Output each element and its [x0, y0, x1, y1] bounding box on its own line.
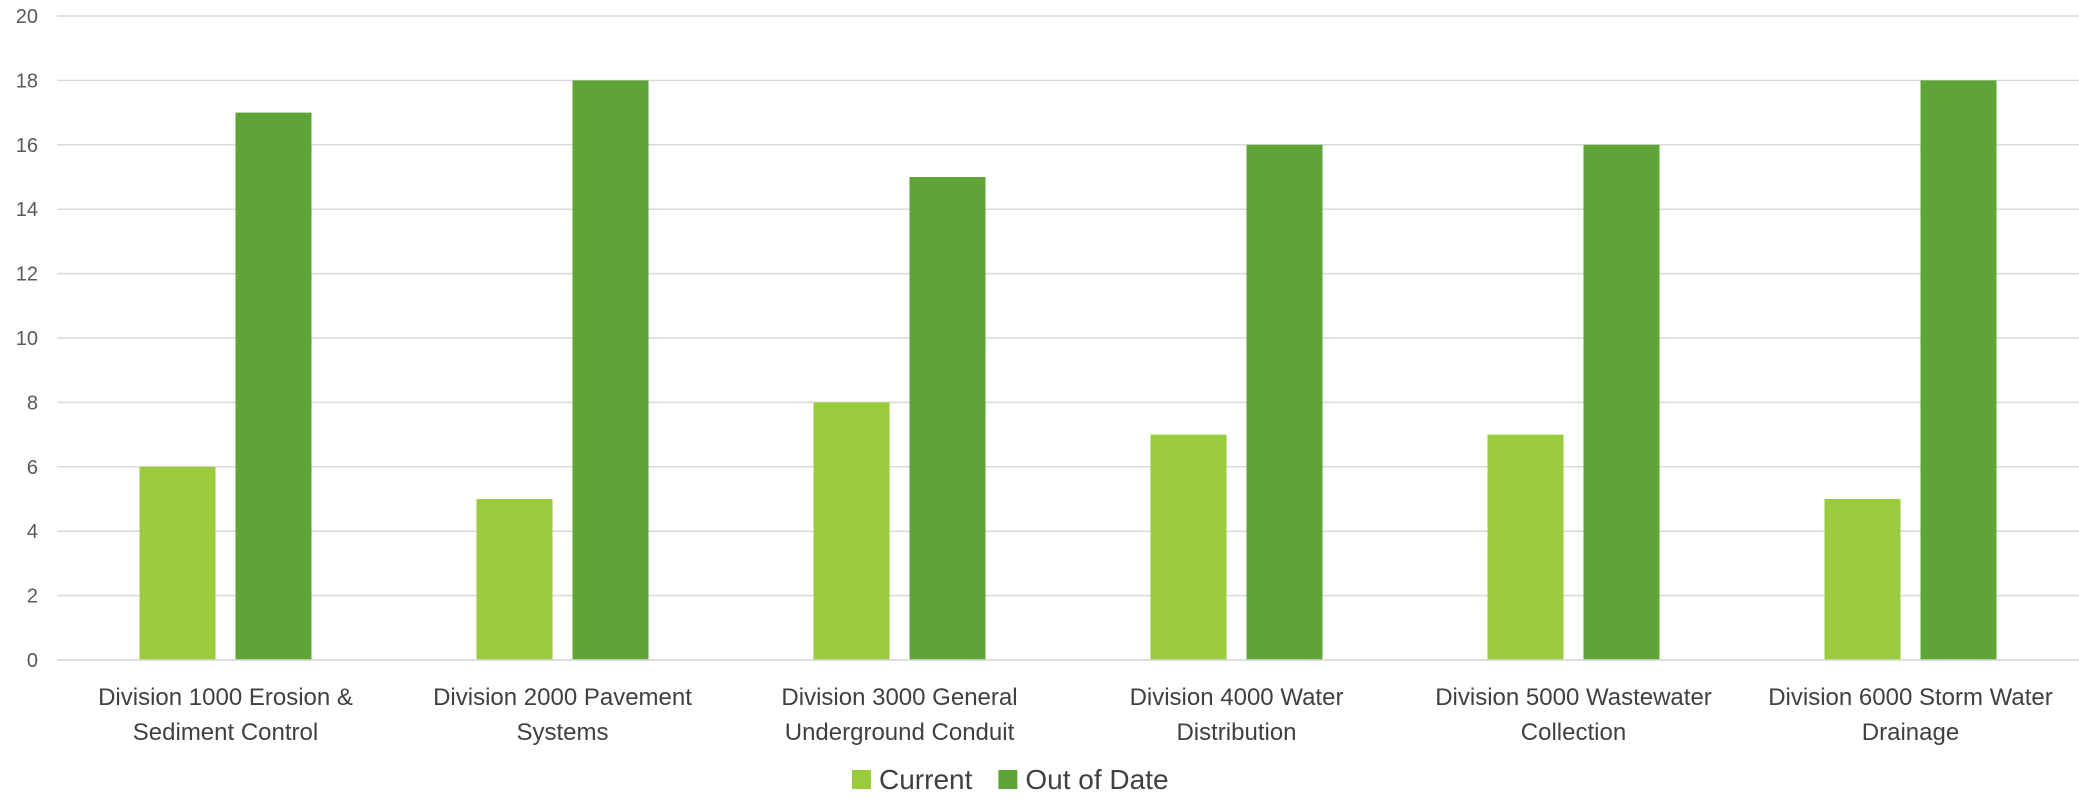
bar-out-of-date	[572, 80, 649, 660]
y-tick-label: 14	[16, 199, 38, 221]
x-category-label: Division 3000 General Underground Conduit	[781, 684, 1017, 746]
bar-current	[1824, 499, 1901, 660]
bars	[139, 80, 1997, 661]
legend-label: Current	[879, 764, 973, 795]
y-tick-label: 12	[16, 264, 38, 286]
y-tick-label: 10	[16, 328, 38, 350]
bar-current	[476, 499, 553, 660]
y-tick-label: 8	[27, 392, 38, 414]
bar-current	[813, 402, 890, 660]
y-axis: 0 2 4 6 8 10 12 14 16 18 20	[16, 6, 38, 672]
bar-out-of-date	[909, 177, 986, 660]
x-category-label: Division 1000 Erosion & Sediment Control	[98, 684, 353, 746]
y-tick-label: 16	[16, 135, 38, 157]
y-tick-label: 20	[16, 6, 38, 28]
bar-current	[1150, 434, 1227, 660]
legend-label: Out of Date	[1025, 764, 1168, 795]
bar-out-of-date	[1246, 144, 1323, 661]
x-category-label: Division 6000 Storm Water Drainage	[1768, 684, 2053, 746]
legend-swatch	[852, 770, 871, 789]
y-tick-label: 0	[27, 650, 38, 672]
gridlines	[57, 15, 2079, 661]
legend: Current Out of Date	[852, 764, 1169, 795]
x-axis: Division 1000 Erosion & Sediment Control D…	[57, 659, 2079, 746]
bar-out-of-date	[1583, 144, 1660, 661]
y-tick-label: 6	[27, 457, 38, 479]
x-category-label: Division 2000 Pavement Systems	[433, 684, 692, 746]
y-tick-label: 2	[27, 586, 38, 608]
y-tick-label: 18	[16, 70, 38, 92]
bar-out-of-date	[235, 112, 312, 661]
x-category-label: Division 5000 Wastewater Collection	[1435, 684, 1712, 746]
legend-swatch	[998, 770, 1018, 789]
y-tick-label: 4	[27, 521, 38, 543]
bar-out-of-date	[1920, 80, 1997, 660]
x-category-label: Division 4000 Water Distribution	[1130, 684, 1344, 746]
bar-current	[139, 466, 216, 660]
bar-current	[1487, 434, 1564, 660]
